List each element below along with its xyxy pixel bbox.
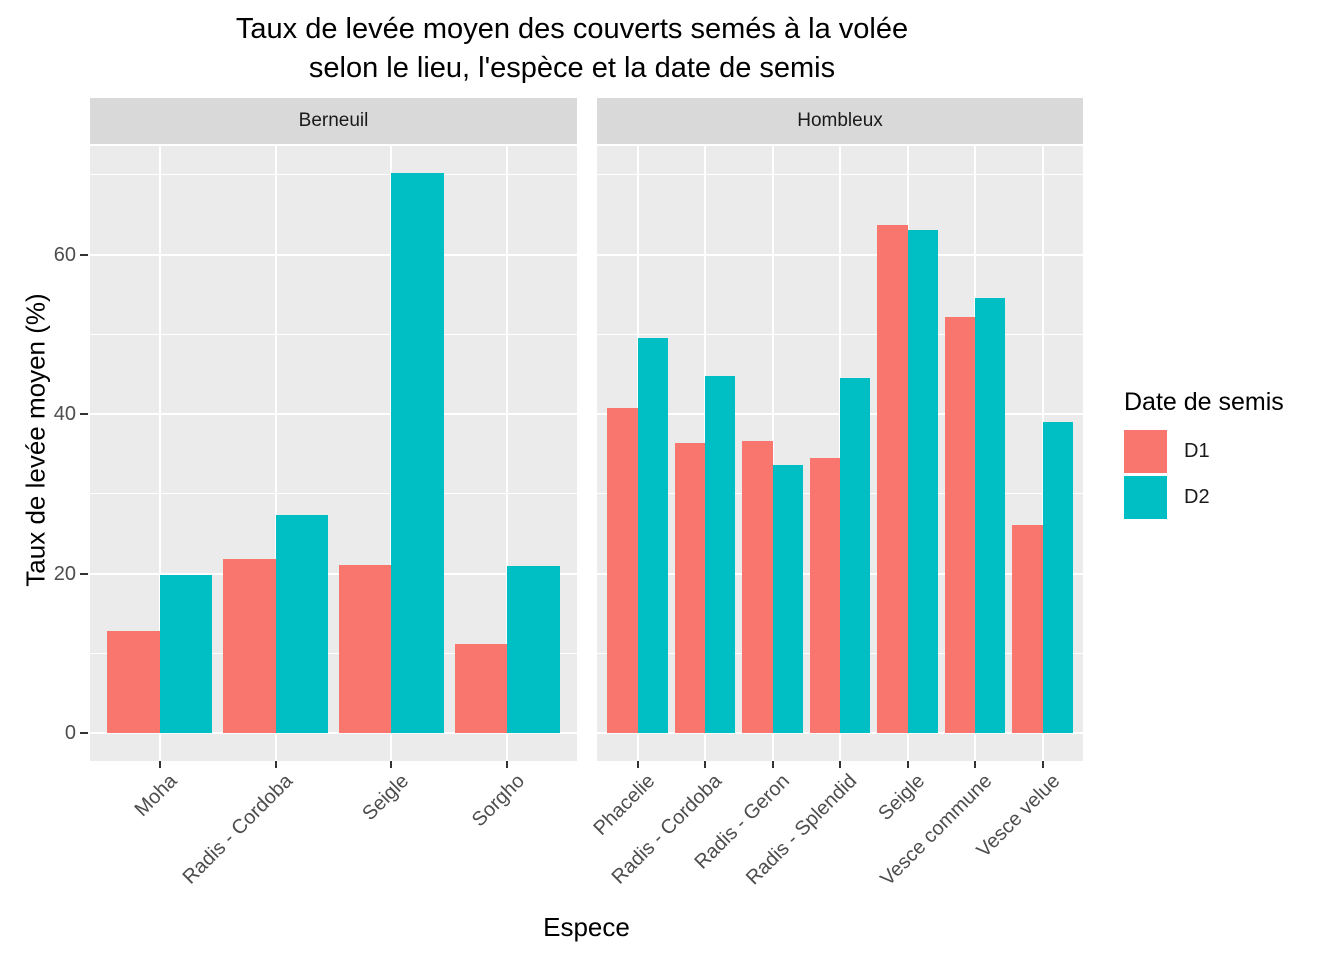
x-tick-mark bbox=[158, 761, 161, 768]
bar-d2-0 bbox=[159, 575, 212, 733]
y-tick-label: 40 bbox=[53, 403, 76, 425]
x-tick-mark bbox=[704, 761, 706, 768]
y-tick-mark bbox=[80, 732, 88, 734]
bar-d1-1 bbox=[223, 559, 276, 733]
bar-d2-3 bbox=[840, 378, 871, 733]
bar-d2-1 bbox=[275, 515, 328, 733]
facet-strip-label: Berneuil bbox=[298, 110, 369, 131]
gridline-minor bbox=[90, 493, 577, 495]
y-tick-mark bbox=[80, 253, 88, 256]
y-axis-title: Taux de levée moyen (%) bbox=[20, 293, 51, 587]
gridline-minor bbox=[90, 174, 577, 176]
legend-title: Date de semis bbox=[1124, 388, 1284, 416]
bar-d1-1 bbox=[674, 442, 705, 733]
bar-d1-2 bbox=[339, 564, 392, 733]
bar-d1-3 bbox=[455, 644, 508, 733]
bar-d2-3 bbox=[507, 565, 560, 733]
legend-key-d2: D2 bbox=[1124, 476, 1344, 519]
y-tick-mark bbox=[80, 572, 88, 575]
facet-strip-hombleux: Hombleux bbox=[597, 98, 1083, 144]
chart-title-line1: Taux de levée moyen des couverts semés à… bbox=[235, 13, 909, 45]
bar-d1-2 bbox=[742, 441, 773, 733]
facet-strip-label: Hombleux bbox=[797, 110, 883, 131]
bar-d2-0 bbox=[637, 338, 668, 733]
x-tick-mark bbox=[274, 761, 277, 768]
x-tick-mark bbox=[506, 761, 509, 768]
gridline-vertical bbox=[274, 146, 277, 761]
x-tick-mark bbox=[974, 761, 976, 768]
gridline-major bbox=[90, 572, 577, 575]
y-tick-label: 60 bbox=[53, 243, 76, 266]
bar-d1-5 bbox=[944, 316, 975, 733]
legend-label-d2: D2 bbox=[1184, 486, 1210, 508]
bar-d1-4 bbox=[877, 224, 908, 733]
gridline-minor bbox=[90, 333, 577, 335]
x-tick-label: Seigle bbox=[358, 770, 414, 825]
bar-d1-3 bbox=[809, 457, 840, 733]
gridline-vertical bbox=[771, 146, 774, 761]
x-tick-mark bbox=[906, 761, 909, 768]
x-tick-label: Sorgho bbox=[467, 770, 529, 832]
legend-swatch-d1 bbox=[1124, 430, 1167, 473]
x-tick-mark bbox=[636, 761, 639, 768]
y-tick-label: 0 bbox=[64, 722, 76, 744]
x-tick-label: Phacelie bbox=[589, 770, 660, 840]
y-tick-label: 20 bbox=[53, 562, 76, 585]
facet-panel-berneuil bbox=[90, 146, 577, 761]
chart-title-line2: selon le lieu, l'espèce et la date de se… bbox=[308, 52, 836, 84]
bar-d2-6 bbox=[1042, 421, 1073, 733]
x-tick-mark bbox=[771, 761, 774, 768]
bar-d1-6 bbox=[1012, 524, 1043, 733]
gridline-major bbox=[90, 253, 577, 256]
legend-label-d1: D1 bbox=[1184, 440, 1210, 462]
bar-d2-1 bbox=[705, 375, 736, 733]
gridline-major bbox=[90, 732, 577, 734]
x-tick-label: Seigle bbox=[874, 770, 930, 825]
legend-swatch-d2 bbox=[1124, 476, 1167, 519]
y-tick-mark bbox=[80, 413, 88, 415]
x-tick-mark bbox=[1041, 761, 1044, 768]
facet-panel-hombleux bbox=[597, 146, 1083, 761]
facet-strip-berneuil: Berneuil bbox=[90, 98, 577, 144]
legend: Date de semis D1 D2 bbox=[1124, 388, 1344, 522]
gridline-minor bbox=[90, 652, 577, 654]
bar-d2-4 bbox=[907, 229, 938, 733]
bar-d2-2 bbox=[391, 173, 444, 733]
bar-d1-0 bbox=[607, 407, 638, 733]
x-axis-title: Espece bbox=[543, 912, 630, 942]
legend-key-d1: D1 bbox=[1124, 430, 1344, 473]
bar-d1-0 bbox=[107, 630, 160, 733]
bar-d2-2 bbox=[772, 465, 803, 733]
chart-title: Taux de levée moyen des couverts semés à… bbox=[0, 10, 1144, 88]
gridline-vertical bbox=[506, 146, 509, 761]
gridline-vertical bbox=[158, 146, 161, 761]
x-tick-label: Radis - Cordoba bbox=[178, 770, 298, 889]
x-tick-mark bbox=[839, 761, 841, 768]
bar-d2-5 bbox=[975, 298, 1006, 733]
gridline-major bbox=[90, 413, 577, 415]
x-tick-mark bbox=[390, 761, 393, 768]
x-tick-label: Moha bbox=[130, 770, 182, 821]
